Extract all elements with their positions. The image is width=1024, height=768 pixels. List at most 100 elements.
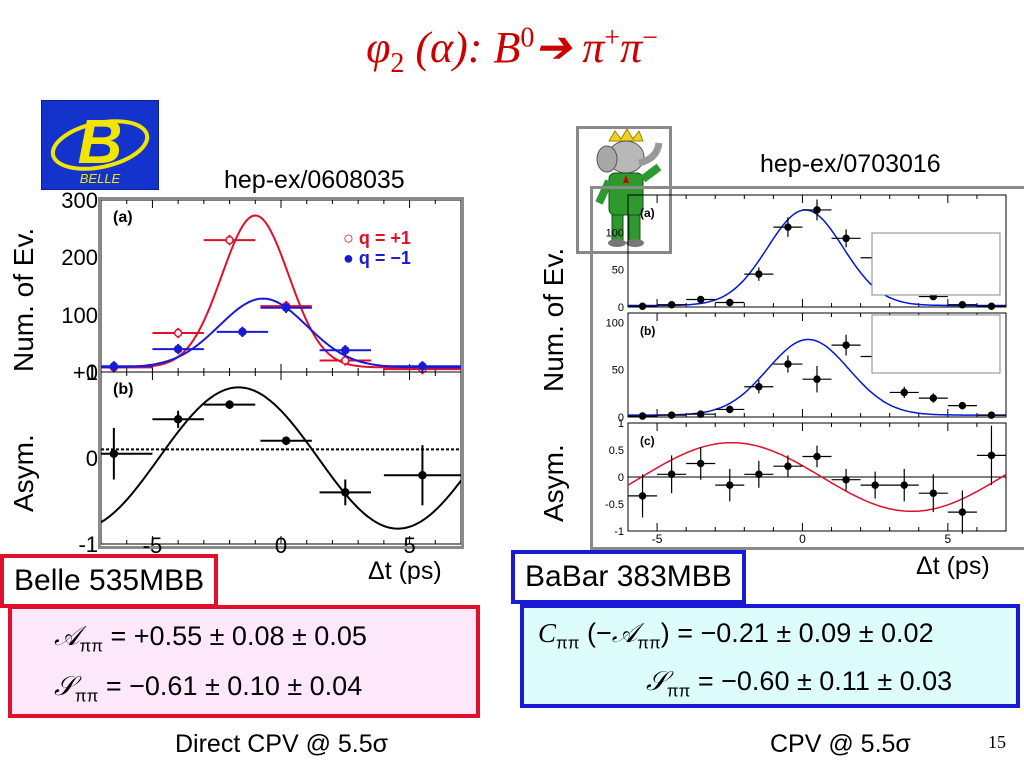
babar-a-ytick-0: 100 [606, 227, 624, 239]
belle-ytick-a-1: 200 [61, 245, 98, 271]
belle-b-point-0-2 [225, 400, 234, 409]
belle-xtick-0: -5 [142, 533, 163, 558]
belle-a-point-1-0 [109, 362, 119, 371]
babar-b-axes-frame [627, 312, 1007, 418]
belle-a-panel-label: (a) [113, 209, 133, 226]
belle-ytick-b-0: +1 [72, 360, 98, 385]
belle-logo-letter: B [78, 108, 123, 177]
babar-c-point-0-3 [726, 481, 734, 489]
babar-c-point-0-10 [929, 489, 938, 497]
belle-xlabel: Δt (ps) [368, 557, 442, 585]
babar-b-point-0-10 [929, 394, 938, 402]
slide-title: φ2 (α): B0➔ π+π− [366, 22, 658, 79]
belle-ytick-a-2: 100 [61, 302, 98, 328]
belle-b-point-0-5 [418, 470, 427, 480]
babar-xtick-2: 5 [945, 532, 952, 546]
babar-result-S: 𝒮ππ = −0.60 ± 0.11 ± 0.03 [646, 666, 953, 701]
babar-a-point-0-6 [813, 206, 821, 214]
belle-b-point-0-1 [173, 415, 183, 424]
belle-ytick-b-2: -1 [78, 532, 98, 557]
belle-b-axes-frame [101, 371, 461, 545]
babar-c-point-0-6 [813, 452, 821, 461]
belle-xtick-2: 5 [403, 533, 416, 558]
belle-logo: B BELLE [41, 100, 159, 190]
belle-a-point-1-5 [418, 362, 427, 371]
babar-xtick-0: -5 [652, 532, 663, 546]
belle-chart-frame [98, 197, 464, 549]
babar-a-point-0-7 [842, 234, 850, 243]
belle-a-point-0-4 [341, 356, 350, 365]
babar-c-point-0-5 [784, 462, 792, 470]
babar-b-ytick-0: 100 [606, 317, 624, 329]
babar-chart-frame [590, 186, 1024, 550]
babar-ylabel-top: Num. of Ev. [538, 247, 569, 392]
babar-a-panel: (a) [627, 194, 1007, 311]
belle-a-point-1-2 [238, 327, 247, 337]
babar-c-panel-label: (c) [640, 434, 655, 448]
babar-c-ytick-1: 0.5 [609, 445, 624, 457]
babar-c-ytick-2: 0 [618, 472, 624, 484]
babar-xtick-1: 0 [799, 532, 806, 546]
babar-reference: hep-ex/0703016 [760, 150, 941, 178]
belle-a-point-1-1 [173, 344, 183, 354]
babar-ylabel-bottom: Asym. [538, 444, 569, 522]
babar-a-point-0-0 [638, 302, 647, 311]
belle-ytick-b-1: 0 [85, 446, 98, 471]
babar-xlabel: Δt (ps) [916, 552, 990, 580]
belle-a-point-1-4 [341, 345, 350, 355]
babar-a-axes-frame [627, 194, 1007, 308]
page-number: 15 [988, 732, 1006, 752]
babar-b-point-0-12 [987, 411, 996, 419]
babar-c-ytick-3: -0.5 [605, 499, 624, 511]
babar-b-ytick-1: 50 [612, 365, 624, 377]
belle-result-box: 𝒜ππ = +0.55 ± 0.08 ± 0.05 𝒮ππ = −0.61 ± … [8, 605, 480, 718]
belle-label: Belle 535MBB [0, 554, 219, 608]
babar-b-point-0-3 [726, 405, 734, 414]
belle-ylabel-bottom: Asym. [8, 434, 39, 512]
belle-b-panel: (b) [101, 371, 461, 545]
babar-b-legend-box [871, 314, 1001, 374]
babar-b-point-0-6 [813, 375, 821, 383]
belle-b-fit-curve-0 [101, 386, 461, 530]
babar-b-panel-label: (b) [640, 324, 655, 338]
babar-c-point-0-12 [987, 451, 996, 460]
belle-logo-icon: B BELLE [50, 108, 150, 186]
elephant-icon [595, 128, 663, 247]
belle-a-panel: (a) ○ q = +1● q = −1 [101, 200, 461, 375]
babar-a-legend-box [871, 232, 1001, 296]
belle-b-point-0-0 [109, 449, 119, 458]
babar-c-point-0-1 [667, 470, 676, 479]
belle-xtick-1: 0 [274, 533, 288, 558]
babar-a-point-0-11 [958, 301, 967, 309]
babar-a-point-0-4 [755, 270, 763, 278]
babar-c-point-0-7 [842, 475, 850, 484]
belle-a-point-0-1 [173, 328, 183, 338]
belle-chart: (a) ○ q = +1● q = −1 (b) [101, 200, 461, 545]
babar-result-C: Cππ (−𝒜ππ) = −0.21 ± 0.09 ± 0.02 [538, 618, 934, 653]
babar-a-panel-label: (a) [640, 206, 655, 220]
belle-footnote: Direct CPV @ 5.5σ [175, 730, 389, 758]
babar-c-point-0-8 [871, 481, 879, 489]
belle-logo-text: BELLE [80, 171, 121, 186]
babar-c-fit-curve-0 [627, 441, 1007, 513]
belle-reference: hep-ex/0608035 [224, 166, 405, 194]
babar-a-point-0-2 [696, 295, 705, 304]
babar-c-point-0-4 [755, 470, 763, 479]
babar-c-ytick-0: 1 [618, 418, 624, 430]
babar-b-point-0-11 [958, 401, 967, 410]
belle-a-point-1-3 [281, 303, 291, 313]
babar-footnote: CPV @ 5.5σ [770, 730, 911, 758]
babar-a-point-0-5 [784, 223, 792, 231]
babar-b-point-0-0 [638, 412, 647, 420]
babar-label: BaBar 383MBB [511, 550, 746, 604]
belle-a-legend-entry-0: ○ q = +1 [343, 228, 411, 248]
belle-a-legend-entry-1: ● q = −1 [343, 248, 411, 268]
babar-c-point-0-9 [900, 481, 908, 489]
babar-b-point-0-5 [784, 360, 792, 368]
babar-b-point-0-7 [842, 341, 850, 349]
babar-b-point-0-4 [755, 382, 763, 391]
babar-a-ytick-2: 0 [618, 302, 624, 314]
babar-c-point-0-2 [696, 459, 705, 468]
babar-b-point-0-1 [667, 411, 676, 419]
